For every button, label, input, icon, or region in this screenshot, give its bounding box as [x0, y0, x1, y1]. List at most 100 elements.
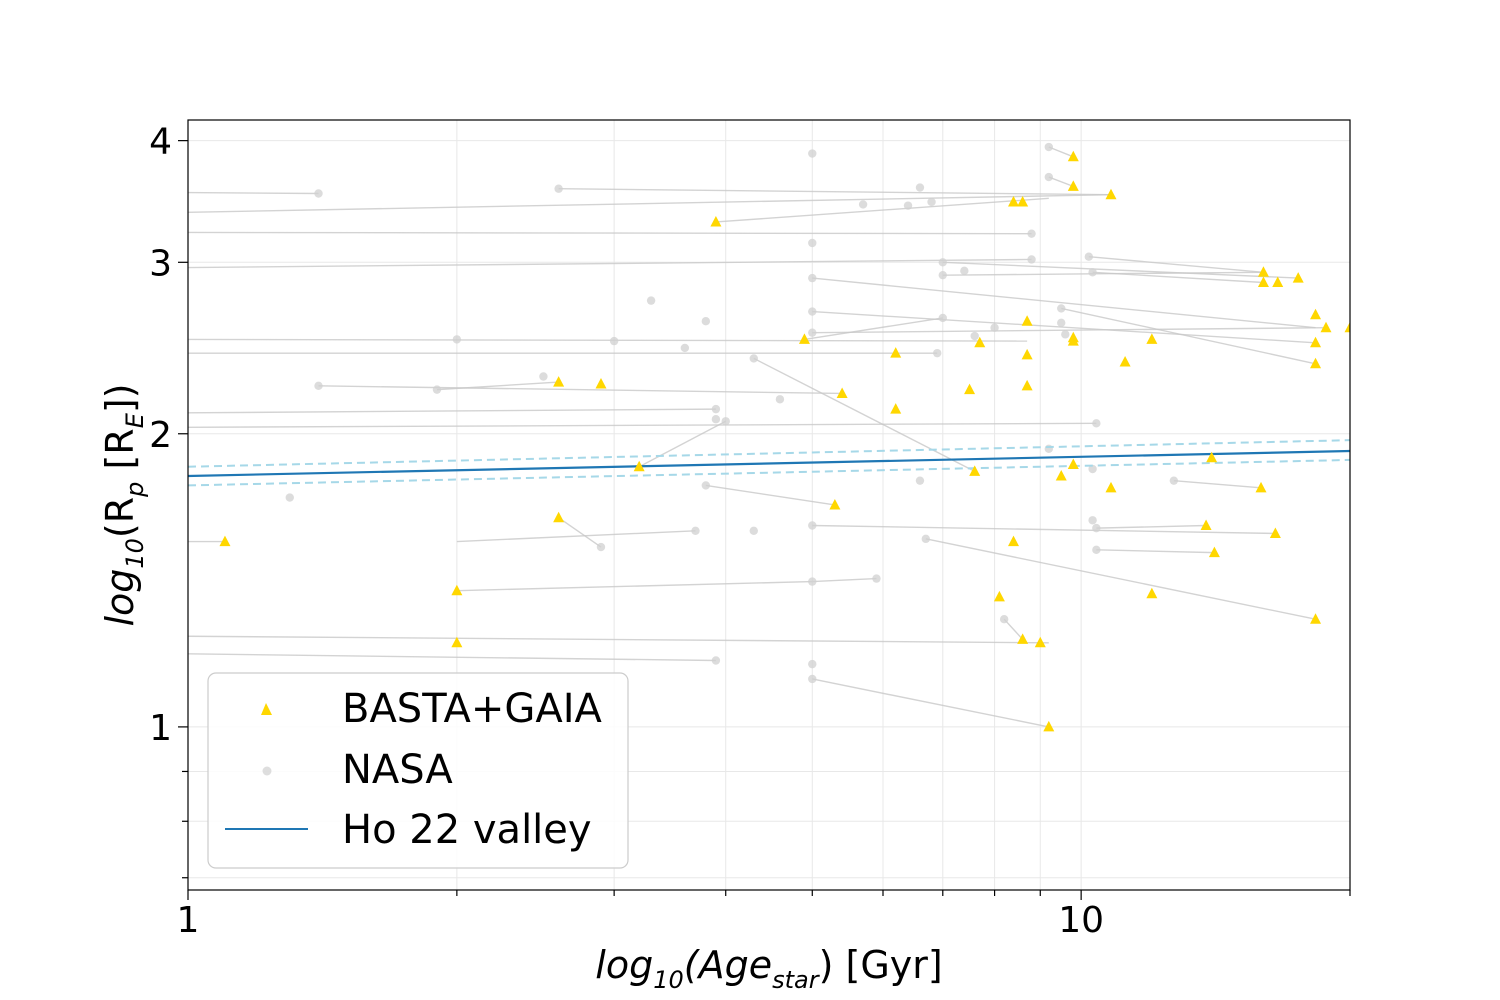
connector-line — [753, 357, 976, 472]
legend-box — [207, 672, 629, 869]
nasa-point — [691, 526, 700, 535]
legend-basta-label: BASTA+GAIA — [342, 686, 603, 732]
connector-line — [318, 385, 843, 395]
nasa-point — [554, 184, 563, 193]
basta-point — [1067, 331, 1079, 343]
connector-line — [804, 317, 943, 341]
nasa-point — [915, 183, 925, 192]
nasa-point — [749, 526, 758, 535]
basta-point — [1310, 357, 1322, 369]
y-tick-label: 1 — [149, 708, 172, 749]
basta-point — [710, 215, 722, 227]
legend-nasa-marker — [262, 766, 272, 776]
nasa-point — [1088, 268, 1097, 277]
nasa-point — [990, 323, 999, 332]
nasa-point — [808, 238, 817, 248]
basta-point — [836, 387, 848, 398]
basta-point — [993, 590, 1005, 602]
legend: BASTA+GAIA NASA Ho 22 valley — [207, 672, 629, 869]
legend-basta-marker — [261, 703, 272, 715]
basta-point — [1146, 587, 1158, 599]
nasa-point — [721, 417, 730, 426]
nasa-point — [285, 493, 294, 502]
connector-line — [188, 653, 716, 662]
nasa-series — [285, 142, 1179, 684]
nasa-point — [711, 404, 721, 414]
connector-line — [715, 197, 1049, 223]
basta-point — [1344, 321, 1350, 333]
nasa-point — [775, 395, 785, 404]
basta-point — [890, 347, 902, 358]
basta-series — [219, 150, 1350, 732]
basta-point — [964, 383, 976, 395]
basta-point — [1208, 546, 1220, 558]
basta-point — [1255, 481, 1267, 493]
y-axis-label: log10(Rp [RE]) — [98, 383, 149, 626]
nasa-point — [1092, 419, 1101, 428]
nasa-point — [999, 615, 1009, 624]
nasa-point — [1044, 444, 1053, 454]
basta-point — [1310, 308, 1322, 320]
connector-line — [812, 524, 1276, 535]
basta-point — [1292, 272, 1304, 283]
connector-line — [638, 420, 727, 468]
x-tick-label: 1 — [177, 900, 200, 941]
nasa-point — [749, 354, 758, 363]
axis-ticks: 1 10 1 2 3 4 — [149, 122, 1351, 941]
basta-point — [553, 511, 565, 523]
basta-point — [1119, 355, 1131, 367]
nasa-point — [1088, 516, 1097, 525]
nasa-point — [938, 270, 947, 280]
nasa-point — [927, 197, 936, 207]
connector-line — [812, 277, 1316, 329]
nasa-point — [808, 674, 817, 684]
nasa-point — [808, 328, 817, 337]
nasa-point — [808, 521, 817, 530]
connector-line — [188, 338, 1028, 342]
nasa-point — [432, 385, 442, 394]
connector-line — [705, 484, 835, 506]
plot-frame — [187, 119, 1351, 891]
basta-point — [1105, 481, 1117, 493]
connector-line — [188, 408, 716, 414]
nasa-point — [711, 415, 721, 424]
nasa-point — [1057, 318, 1066, 328]
connector-line — [1048, 146, 1074, 158]
nasa-point — [680, 343, 690, 353]
connector-line — [1096, 549, 1215, 554]
nasa-point — [970, 331, 979, 341]
basta-point — [1008, 195, 1020, 207]
nasa-point — [646, 296, 656, 305]
nasa-point — [701, 481, 711, 490]
connector-line — [942, 261, 1299, 279]
connector-line — [1088, 255, 1264, 273]
basta-point — [1067, 458, 1079, 469]
connector-line — [188, 422, 1097, 428]
basta-point — [1257, 266, 1269, 277]
connector-line — [1173, 479, 1262, 489]
y-tick-label: 4 — [149, 122, 172, 163]
basta-point — [1310, 613, 1322, 624]
y-tick-label: 2 — [149, 415, 172, 456]
basta-point — [1272, 276, 1284, 288]
basta-point — [1021, 315, 1033, 326]
y-tick-label: 3 — [149, 243, 172, 284]
connector-line — [456, 580, 813, 592]
connector-line — [558, 188, 1111, 196]
connector-line — [1061, 307, 1316, 365]
basta-point — [798, 333, 810, 344]
connector-line — [1003, 618, 1024, 640]
basta-point — [1034, 636, 1046, 648]
connector-line — [456, 530, 696, 543]
nasa-point — [921, 534, 930, 544]
nasa-point — [808, 307, 817, 316]
connector-line — [812, 577, 877, 583]
basta-point — [890, 403, 902, 414]
basta-point — [553, 376, 565, 387]
basta-point — [1146, 333, 1158, 344]
connector-line — [812, 327, 1327, 334]
basta-point — [1021, 348, 1033, 360]
connector-line — [188, 193, 1112, 214]
basta-point — [1021, 379, 1033, 391]
